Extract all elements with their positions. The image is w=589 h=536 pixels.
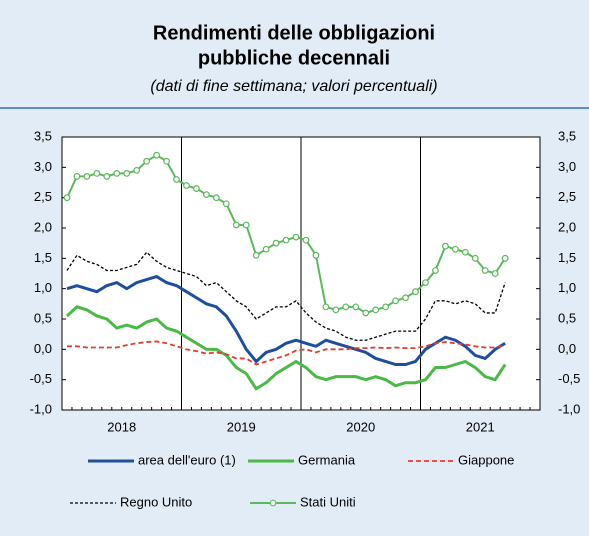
y2-tick-label: -0,5 <box>558 371 580 386</box>
y2-tick-label: 3,5 <box>558 128 576 143</box>
y2-tick-label: 1,0 <box>558 280 576 295</box>
y2-tick-label: 2,5 <box>558 189 576 204</box>
series-marker <box>242 221 250 229</box>
legend-label: Germania <box>298 452 356 467</box>
series-marker <box>282 236 290 244</box>
series-marker <box>392 297 400 305</box>
y-tick-label: 2,5 <box>34 189 52 204</box>
y-tick-label: 2,0 <box>34 219 52 234</box>
series-marker <box>372 306 380 314</box>
series-marker <box>222 200 230 208</box>
y2-tick-label: 0,0 <box>558 341 576 356</box>
series-marker <box>193 185 200 192</box>
series-marker <box>232 221 240 229</box>
legend-label: Giappone <box>458 452 514 467</box>
y-tick-label: -0,5 <box>30 371 52 386</box>
x-tick-label: 2021 <box>466 419 495 434</box>
y2-tick-label: 2,0 <box>558 219 576 234</box>
y2-tick-label: 3,0 <box>558 159 576 174</box>
series-marker <box>93 169 101 177</box>
series-marker <box>202 191 210 199</box>
y2-tick-label: 0,5 <box>558 310 576 325</box>
series-marker <box>501 254 509 262</box>
series-marker <box>422 279 429 287</box>
y2-tick-label: 1,5 <box>558 250 576 265</box>
series-marker <box>332 306 340 314</box>
series-marker <box>212 194 220 202</box>
series-marker <box>382 303 390 311</box>
chart-subtitle: (dati di fine settimana; valori percentu… <box>150 78 437 95</box>
series-marker <box>312 251 320 259</box>
y-tick-label: 3,0 <box>34 159 52 174</box>
series-marker <box>491 270 499 277</box>
series-marker <box>252 251 260 259</box>
series-marker <box>441 242 449 250</box>
series-marker <box>412 288 419 296</box>
y-tick-label: 1,5 <box>34 250 52 265</box>
series-marker <box>153 151 161 159</box>
series-marker <box>113 169 121 177</box>
chart-title: pubbliche decennali <box>198 47 390 69</box>
series-marker <box>163 157 170 165</box>
series-marker <box>73 173 81 180</box>
x-tick-label: 2018 <box>107 419 136 434</box>
series-marker <box>83 173 91 180</box>
series-marker <box>352 303 360 311</box>
series-line <box>66 340 506 366</box>
y-tick-label: 0,5 <box>34 310 52 325</box>
x-tick-label: 2019 <box>227 419 256 434</box>
series-line <box>65 305 507 391</box>
series-marker <box>133 166 141 174</box>
series-marker <box>461 248 469 256</box>
series-marker <box>173 176 180 183</box>
legend-marker <box>269 499 277 507</box>
series-marker <box>302 236 310 244</box>
y-tick-label: 1,0 <box>34 280 52 295</box>
series-marker <box>432 267 439 274</box>
legend-label: Regno Unito <box>120 494 192 509</box>
chart-title: Rendimenti delle obbligazioni <box>153 22 435 44</box>
series-marker <box>292 233 300 241</box>
series-marker <box>451 245 459 253</box>
series-marker <box>342 303 350 311</box>
x-tick-label: 2020 <box>346 419 375 434</box>
series-marker <box>322 303 330 311</box>
series-marker <box>272 239 280 247</box>
series-marker <box>481 267 489 274</box>
series-marker <box>402 294 409 302</box>
series-marker <box>471 254 479 262</box>
series-marker <box>143 157 151 165</box>
series-marker <box>362 309 370 317</box>
legend-label: area dell'euro (1) <box>138 452 236 467</box>
y-tick-label: 0,0 <box>34 341 52 356</box>
y-tick-label: 3,5 <box>34 128 52 143</box>
series-line <box>66 251 506 341</box>
y2-tick-label: -1,0 <box>558 401 580 416</box>
series-line <box>66 274 506 366</box>
series-marker <box>183 182 190 189</box>
series-marker <box>262 245 270 253</box>
series-marker <box>103 173 111 180</box>
legend-label: Stati Uniti <box>300 494 356 509</box>
y-tick-label: -1,0 <box>30 401 52 416</box>
series-marker <box>63 194 71 202</box>
series-marker <box>123 169 131 177</box>
